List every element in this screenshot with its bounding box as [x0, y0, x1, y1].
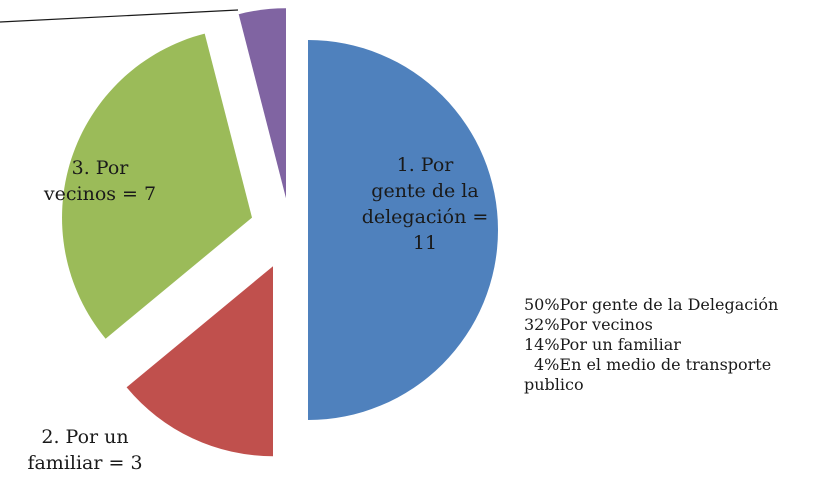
- data-label-familiar: 2. Por un familiar = 3: [27, 426, 143, 474]
- legend-item: 32%Por vecinos: [524, 315, 653, 334]
- legend: 50%Por gente de la Delegación 32%Por vec…: [524, 295, 778, 395]
- legend-item: 14%Por un familiar: [524, 335, 681, 354]
- legend-item: 50%Por gente de la Delegación: [524, 295, 779, 314]
- pie-slice-vecinos: [62, 33, 252, 339]
- legend-item: publico: [524, 375, 584, 394]
- legend-item: 4%En el medio de transporte: [534, 355, 772, 374]
- chart-border-line: [0, 9, 239, 23]
- pie-slice-transporte: [238, 8, 286, 199]
- pie-slice-delegacion: [308, 40, 498, 420]
- pie-slice-familiar: [126, 266, 273, 457]
- data-label-delegacion: 1. Por gente de la delegación = 11: [361, 154, 489, 254]
- data-label-vecinos: 3. Por vecinos = 7: [43, 157, 157, 205]
